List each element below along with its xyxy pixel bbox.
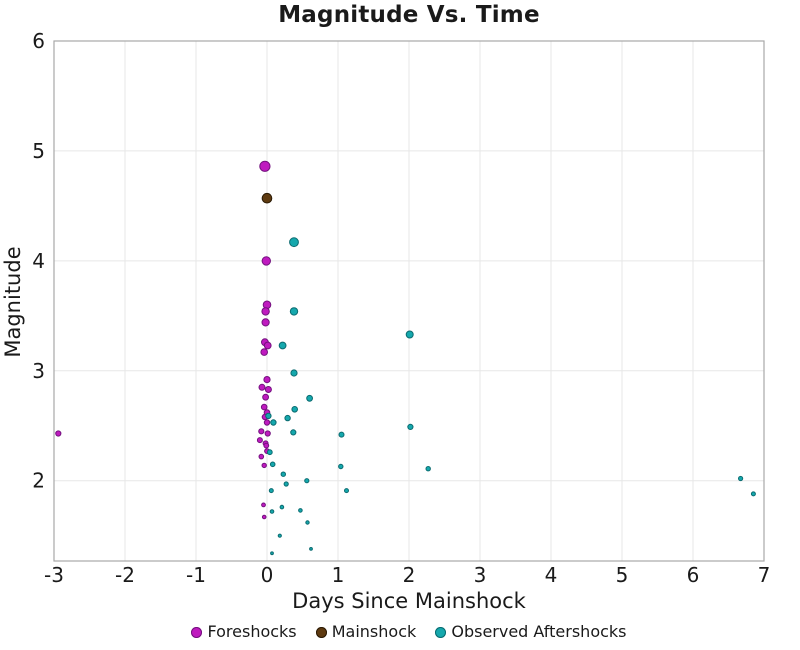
data-point-foreshocks xyxy=(258,428,265,435)
x-tick-label: -1 xyxy=(186,563,206,587)
x-tick-label: -3 xyxy=(44,563,64,587)
aftershocks-marker-icon xyxy=(435,627,447,638)
data-point-observed-aftershocks xyxy=(265,412,272,420)
data-point-observed-aftershocks xyxy=(280,471,286,477)
x-tick-label: 0 xyxy=(261,563,274,587)
x-tick-label: 2 xyxy=(403,563,416,587)
data-point-observed-aftershocks xyxy=(405,330,414,339)
data-point-observed-aftershocks xyxy=(284,414,291,422)
legend-label-mainshock: Mainshock xyxy=(331,622,417,641)
legend-item-mainshock: Mainshock xyxy=(315,622,417,641)
data-point-foreshocks xyxy=(261,462,267,469)
data-point-observed-aftershocks xyxy=(407,423,414,430)
x-tick-label: 5 xyxy=(616,563,629,587)
data-point-observed-aftershocks xyxy=(291,406,299,413)
x-axis-title: Days Since Mainshock xyxy=(292,589,526,613)
data-point-foreshocks xyxy=(258,383,266,391)
data-point-observed-aftershocks xyxy=(290,429,297,436)
foreshocks-marker-icon xyxy=(191,627,203,638)
data-point-observed-aftershocks xyxy=(269,509,275,514)
y-tick-label: 3 xyxy=(32,359,45,383)
y-axis-title: Magnitude xyxy=(1,246,25,358)
data-point-foreshocks xyxy=(256,437,263,444)
chart-title: Magnitude Vs. Time xyxy=(278,2,540,28)
x-tick-label: 4 xyxy=(545,563,558,587)
data-point-observed-aftershocks xyxy=(304,478,310,484)
y-tick-label: 2 xyxy=(32,469,45,493)
data-point-foreshocks xyxy=(263,376,271,384)
plot-border xyxy=(53,40,765,562)
data-point-observed-aftershocks xyxy=(283,481,289,487)
data-point-observed-aftershocks xyxy=(266,449,273,456)
data-point-mainshock xyxy=(261,192,273,204)
data-point-foreshocks xyxy=(262,393,270,401)
data-point-observed-aftershocks xyxy=(298,508,303,513)
data-point-observed-aftershocks xyxy=(309,547,313,551)
data-point-observed-aftershocks xyxy=(278,341,287,350)
data-point-observed-aftershocks xyxy=(306,394,314,402)
data-point-observed-aftershocks xyxy=(269,461,276,468)
x-tick-label: -2 xyxy=(115,563,135,587)
legend-item-foreshocks: Foreshocks xyxy=(191,622,297,641)
data-point-observed-aftershocks xyxy=(290,369,298,377)
data-point-observed-aftershocks xyxy=(289,307,299,316)
data-point-foreshocks xyxy=(261,307,270,316)
mainshock-marker-icon xyxy=(315,627,327,638)
data-point-observed-aftershocks xyxy=(305,520,310,525)
data-point-foreshocks xyxy=(264,430,271,437)
data-point-observed-aftershocks xyxy=(289,237,299,248)
y-tick-label: 6 xyxy=(32,29,45,53)
data-point-foreshocks xyxy=(263,419,271,426)
data-point-observed-aftershocks xyxy=(268,488,274,494)
data-point-foreshocks xyxy=(261,502,266,508)
data-point-observed-aftershocks xyxy=(338,431,345,438)
data-point-observed-aftershocks xyxy=(425,466,431,472)
x-tick-label: 1 xyxy=(332,563,345,587)
data-point-observed-aftershocks xyxy=(338,463,344,470)
data-point-foreshocks xyxy=(260,348,269,356)
data-point-foreshocks xyxy=(258,453,265,460)
data-point-foreshocks xyxy=(55,430,62,437)
data-point-observed-aftershocks xyxy=(270,551,274,556)
data-point-foreshocks xyxy=(261,514,267,520)
data-point-foreshocks xyxy=(261,318,270,327)
legend-label-foreshocks: Foreshocks xyxy=(207,622,297,641)
data-point-foreshocks xyxy=(263,442,270,449)
data-point-foreshocks xyxy=(261,256,271,266)
x-tick-label: 7 xyxy=(758,563,771,587)
data-point-foreshocks xyxy=(263,341,272,350)
data-point-foreshocks xyxy=(264,386,272,393)
legend-item-observed-aftershocks: Observed Aftershocks xyxy=(435,622,627,641)
data-point-observed-aftershocks xyxy=(344,488,349,494)
data-point-observed-aftershocks xyxy=(270,419,277,426)
x-tick-label: 3 xyxy=(474,563,487,587)
legend: Foreshocks Mainshock Observed Aftershock… xyxy=(0,622,800,641)
data-point-observed-aftershocks xyxy=(738,475,744,482)
data-point-observed-aftershocks xyxy=(279,504,285,510)
legend-label-observed-aftershocks: Observed Aftershocks xyxy=(451,622,627,641)
y-tick-label: 5 xyxy=(32,139,45,163)
data-point-observed-aftershocks xyxy=(277,533,282,538)
y-tick-label: 4 xyxy=(32,249,45,273)
data-point-observed-aftershocks xyxy=(750,491,756,497)
data-point-foreshocks xyxy=(259,160,271,172)
x-tick-label: 6 xyxy=(687,563,700,587)
data-point-foreshocks xyxy=(260,403,268,411)
